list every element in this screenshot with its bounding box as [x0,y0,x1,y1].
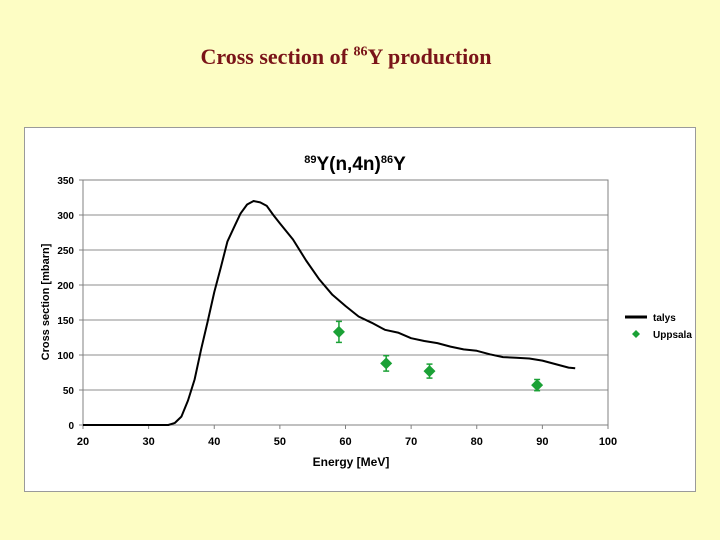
slide-title: Cross section of 86Y production [0,44,720,70]
cross-section-chart: 89Y(n,4n)86Y 0 50 100 150 200 250 300 350 20 30 40… [40,154,692,469]
y-tick-label: 350 [57,176,74,187]
x-tick-label: 80 [471,436,483,448]
y-tick-label: 100 [57,351,74,362]
uppsala-data-point [531,379,544,392]
x-tick-label: 20 [77,436,89,448]
y-axis-label: Cross section [mbarn] [40,243,52,360]
x-tick-label: 60 [339,436,351,448]
chart-title-sup1: 89 [304,154,316,166]
x-tick-label: 70 [405,436,417,448]
legend-uppsala-swatch [632,330,640,338]
slide-title-prefix: Cross section of [200,44,354,69]
slide-title-suffix: Y production [367,44,492,69]
plot-area [82,179,609,426]
chart-title-sup2: 86 [381,154,393,166]
x-tick-label: 90 [536,436,548,448]
x-tick-label: 30 [143,436,155,448]
chart-title-main: Y(n,4n) [316,154,380,175]
legend-talys-label: talys [653,313,676,324]
legend-uppsala-label: Uppsala [653,330,692,341]
y-tick-label: 250 [57,246,74,257]
chart-title-end: Y [393,154,406,175]
y-tick-label: 0 [68,421,74,432]
x-tick-label: 100 [599,436,617,448]
legend: talys Uppsala [625,313,692,341]
x-tick-label: 40 [208,436,220,448]
y-tick-label: 300 [57,211,74,222]
x-tick-label: 50 [274,436,286,448]
y-tick-label: 50 [63,386,75,397]
y-tick-label: 200 [57,281,74,292]
x-axis-label: Energy [MeV] [313,455,390,469]
slide-title-superscript: 86 [353,44,368,60]
chart-title: 89Y(n,4n)86Y [304,154,406,175]
uppsala-data-point [423,365,436,378]
y-tick-label: 150 [57,316,74,327]
uppsala-data-point [380,357,393,370]
chart-frame: 89Y(n,4n)86Y 0 50 100 150 200 250 300 350 20 30 40… [24,127,696,492]
talys-series-line [83,200,576,426]
uppsala-data-point [332,325,345,338]
